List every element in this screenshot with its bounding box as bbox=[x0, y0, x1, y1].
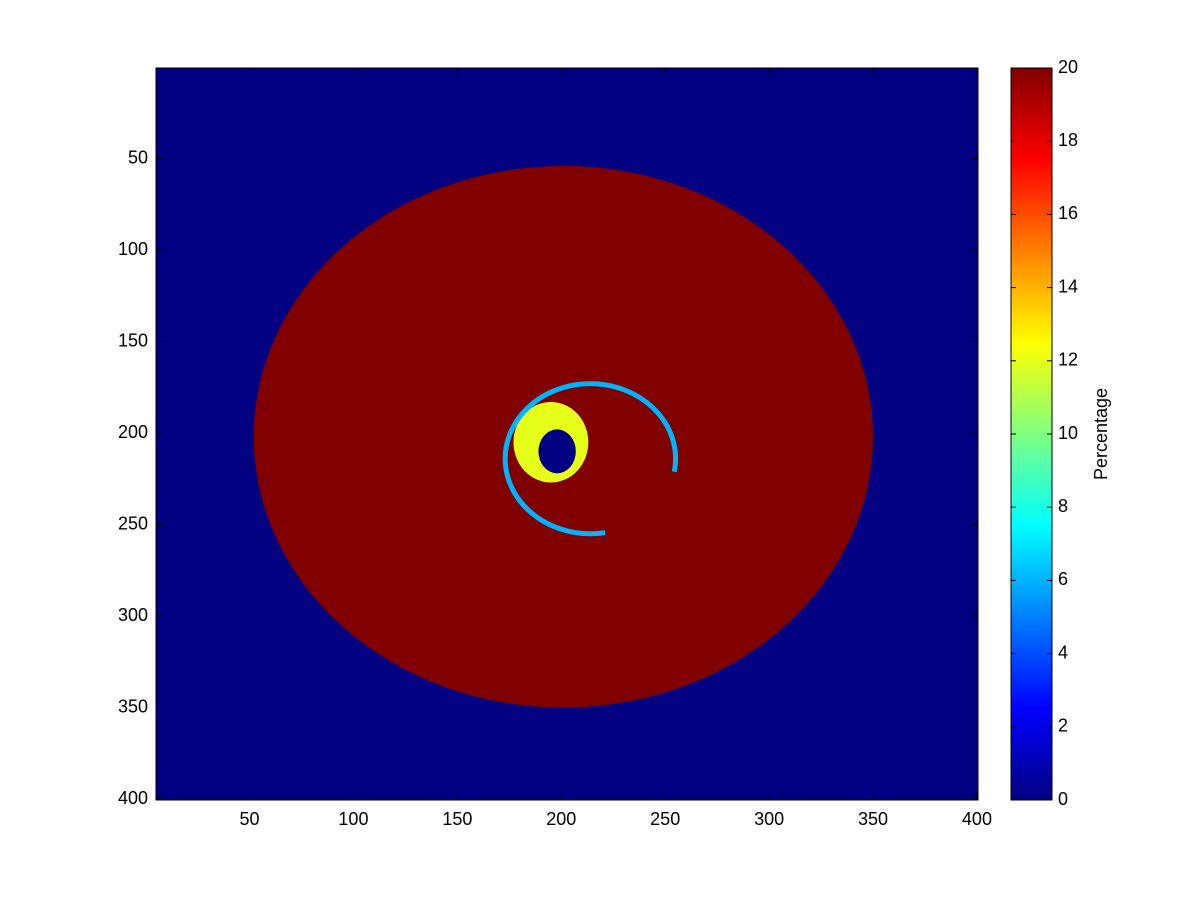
colorbar-tick-label: 6 bbox=[1058, 569, 1068, 589]
y-tick-label: 350 bbox=[118, 696, 148, 716]
colorbar-tick-label: 4 bbox=[1058, 642, 1068, 662]
colorbar-tick-label: 20 bbox=[1058, 57, 1078, 77]
x-tick-label: 150 bbox=[442, 809, 472, 829]
y-tick-label: 150 bbox=[118, 330, 148, 350]
x-tick-label: 250 bbox=[650, 809, 680, 829]
colorbar-tick-label: 10 bbox=[1058, 423, 1078, 443]
x-tick-label: 400 bbox=[962, 809, 992, 829]
y-tick-label: 300 bbox=[118, 605, 148, 625]
plot-frame bbox=[155, 67, 979, 801]
colorbar-label: Percentage bbox=[1091, 388, 1111, 480]
colorbar-tick-label: 14 bbox=[1058, 276, 1078, 296]
x-tick-label: 50 bbox=[240, 809, 260, 829]
y-tick-label: 400 bbox=[118, 788, 148, 808]
x-tick-label: 200 bbox=[546, 809, 576, 829]
y-tick-label: 100 bbox=[118, 239, 148, 259]
y-tick-label: 250 bbox=[118, 513, 148, 533]
x-tick-label: 300 bbox=[754, 809, 784, 829]
heatmap-region bbox=[538, 429, 576, 474]
colorbar-tick-label: 16 bbox=[1058, 203, 1078, 223]
colorbar-tick-label: 2 bbox=[1058, 716, 1068, 736]
y-tick-label: 50 bbox=[128, 147, 148, 167]
colorbar-tick-label: 12 bbox=[1058, 350, 1078, 370]
colorbar-tick-label: 18 bbox=[1058, 130, 1078, 150]
colorbar bbox=[1010, 67, 1053, 801]
x-tick-label: 350 bbox=[858, 809, 888, 829]
heatmap-ring bbox=[502, 381, 679, 537]
colorbar-tick-label: 8 bbox=[1058, 496, 1068, 516]
x-tick-label: 100 bbox=[338, 809, 368, 829]
y-tick-label: 200 bbox=[118, 422, 148, 442]
colorbar-tick-label: 0 bbox=[1058, 789, 1068, 809]
